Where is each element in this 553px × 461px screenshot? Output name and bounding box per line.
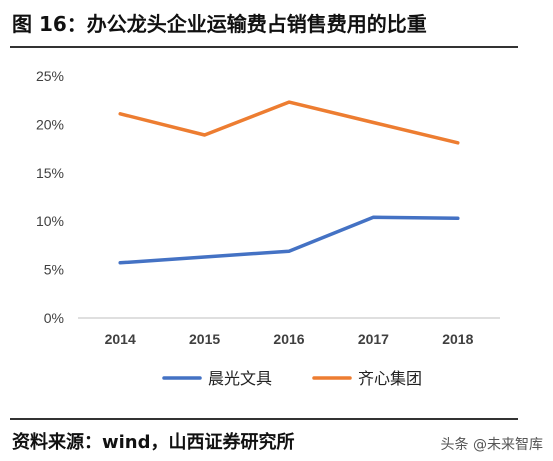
y-tick-label: 25% <box>36 68 64 84</box>
x-tick-label: 2017 <box>358 331 389 347</box>
y-tick-label: 15% <box>36 165 64 181</box>
series-line-1 <box>118 215 460 265</box>
y-tick-label: 0% <box>44 310 64 326</box>
legend-label: 晨光文具 <box>208 369 272 388</box>
x-tick-label: 2014 <box>105 331 136 347</box>
title-divider <box>10 46 518 48</box>
y-tick-label: 20% <box>36 116 64 132</box>
x-tick-label: 2018 <box>442 331 473 347</box>
x-axis: 2014 2015 2016 2017 2018 <box>105 331 474 347</box>
series-lines <box>118 100 460 265</box>
x-tick-label: 2016 <box>273 331 304 347</box>
legend: 晨光文具 齐心集团 <box>162 369 422 388</box>
source-note: 资料来源：wind，山西证券研究所 <box>12 432 295 453</box>
y-tick-label: 10% <box>36 213 64 229</box>
series-line-2 <box>118 100 460 145</box>
chart-title: 图 16：办公龙头企业运输费占销售费用的比重 <box>12 12 427 36</box>
legend-label: 齐心集团 <box>358 369 422 388</box>
watermark: 头条 @未来智库 <box>440 437 543 453</box>
y-axis: 0% 5% 10% 15% 20% 25% <box>36 68 64 326</box>
x-tick-label: 2015 <box>189 331 220 347</box>
y-tick-label: 5% <box>44 262 64 278</box>
line-chart: 0% 5% 10% 15% 20% 25% 2014 2015 2016 2017 2018 晨光… <box>36 68 500 388</box>
source-divider <box>10 418 518 420</box>
